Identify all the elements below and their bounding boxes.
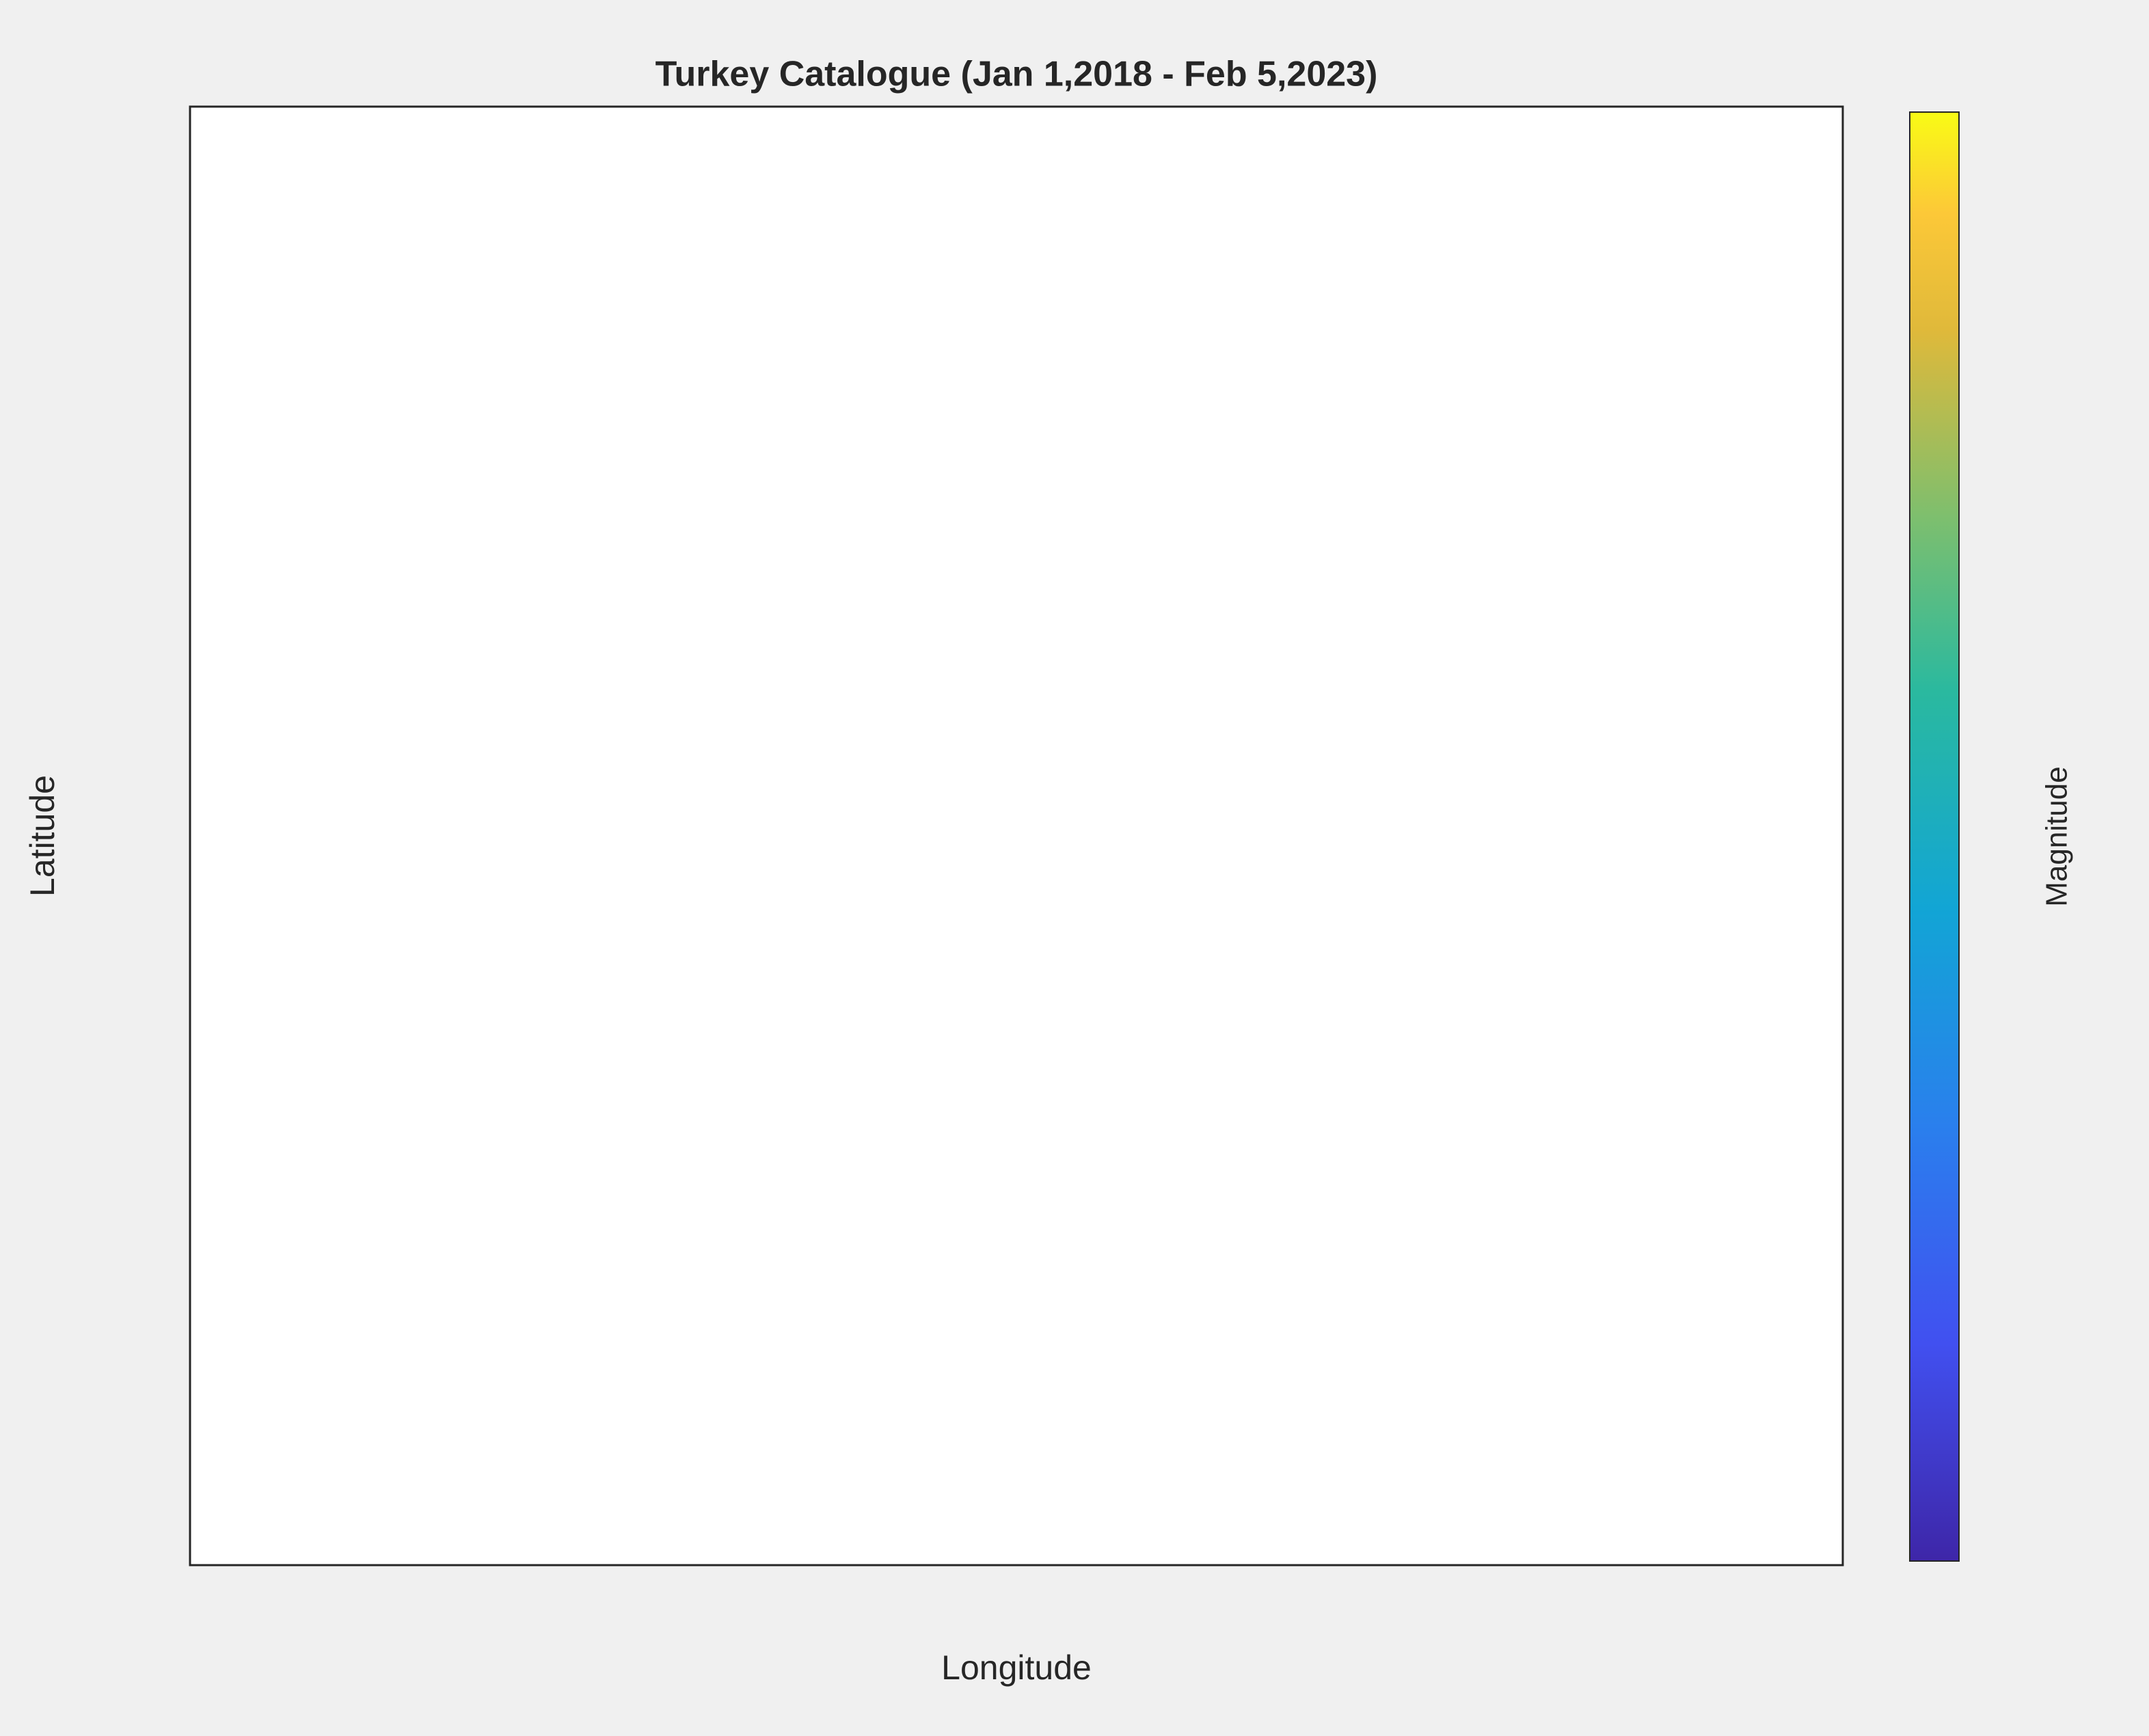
plot-area [190,107,1843,1565]
chart-title: Turkey Catalogue (Jan 1,2018 - Feb 5,202… [655,55,1378,94]
x-axis-label: Longitude [941,1649,1092,1687]
axes-box [189,105,1844,1567]
colorbar-label: Magnitude [2040,766,2074,906]
colorbar [1909,111,1960,1562]
y-axis-label: Latitude [23,775,62,897]
